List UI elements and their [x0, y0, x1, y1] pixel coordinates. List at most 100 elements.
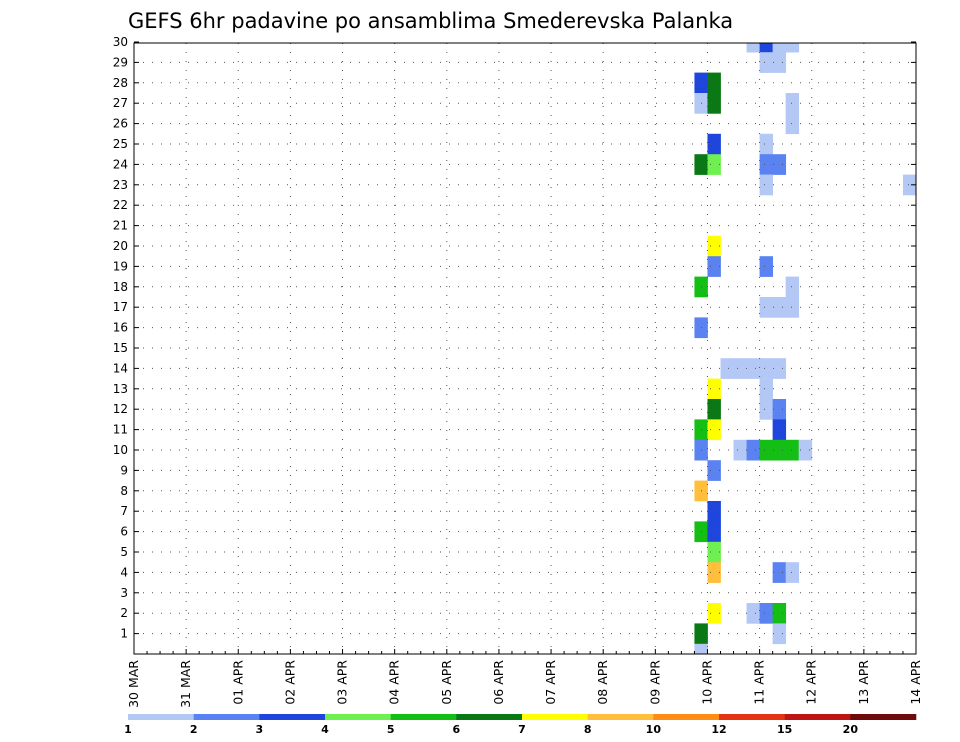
y-tick-label: 16 — [113, 321, 128, 335]
colorbar-label: 2 — [190, 723, 198, 736]
heatmap-cell — [798, 439, 813, 461]
heatmap-cell — [759, 439, 774, 461]
y-tick-label: 26 — [113, 117, 128, 131]
y-tick-label: 3 — [120, 586, 128, 600]
y-tick-label: 7 — [120, 504, 128, 518]
y-axis-ticks: 1234567891011121314151617181920212223242… — [113, 35, 916, 641]
heatmap-cell — [772, 562, 787, 583]
heatmap-cell — [720, 358, 734, 379]
heatmap-cell — [759, 297, 774, 318]
colorbar-legend: 1 2 3 4 5 6 7 8 10 12 15 20 — [124, 714, 917, 736]
heatmap-cell — [785, 276, 800, 298]
colorbar-swatch — [456, 714, 523, 720]
heatmap-cell — [707, 603, 721, 624]
heatmap-cell — [746, 43, 760, 53]
colorbar-label: 4 — [321, 723, 329, 736]
colorbar-swatch — [325, 714, 391, 720]
y-tick-label: 11 — [113, 423, 128, 437]
y-tick-label: 4 — [120, 565, 128, 579]
y-tick-label: 30 — [113, 35, 128, 49]
x-tick-label: 12 APR — [804, 660, 819, 705]
heatmap-cell — [785, 562, 800, 583]
x-tick-label: 03 APR — [335, 660, 350, 705]
colorbar-label: 1 — [124, 723, 132, 736]
heatmap-cell — [746, 358, 760, 379]
heatmap-cell — [707, 399, 721, 420]
colorbar-swatch — [719, 714, 785, 720]
colorbar-label: 12 — [711, 723, 726, 736]
colorbar-swatch — [784, 714, 851, 720]
x-tick-label: 08 APR — [595, 660, 610, 705]
x-tick-label: 13 APR — [856, 660, 871, 705]
heatmap-cell — [785, 43, 800, 53]
heatmap-cell — [733, 439, 747, 461]
heatmap-cell — [902, 174, 917, 196]
heatmap-cell — [772, 419, 787, 441]
heatmap-cell — [772, 52, 787, 73]
y-tick-label: 6 — [120, 525, 128, 539]
x-tick-label: 11 APR — [752, 660, 767, 705]
heatmap-cell — [746, 439, 760, 461]
colorbar-label: 6 — [453, 723, 461, 736]
heatmap-cell — [694, 643, 708, 655]
x-tick-label: 31 MAR — [178, 660, 193, 708]
heatmap-cell — [772, 603, 787, 624]
colorbar-label: 7 — [518, 723, 526, 736]
heatmap-cell — [772, 154, 787, 175]
y-tick-label: 2 — [120, 606, 128, 620]
heatmap-cell — [707, 460, 721, 481]
heatmap-cell — [772, 399, 787, 420]
y-tick-label: 22 — [113, 198, 128, 212]
heatmap-cell — [707, 72, 721, 94]
heatmap-cell — [759, 603, 774, 624]
heatmap-cell — [759, 52, 774, 73]
y-tick-label: 20 — [113, 239, 128, 253]
colorbar-swatch — [850, 714, 917, 720]
y-tick-label: 10 — [113, 443, 128, 457]
heatmap-cell — [707, 541, 721, 563]
x-tick-label: 04 APR — [387, 660, 402, 705]
y-tick-label: 5 — [120, 545, 128, 559]
y-tick-label: 15 — [113, 341, 128, 355]
y-tick-label: 17 — [113, 300, 128, 314]
heatmap-cell — [759, 174, 774, 196]
x-tick-label: 09 APR — [647, 660, 662, 705]
y-tick-label: 1 — [120, 627, 128, 641]
heatmap-cell — [785, 113, 800, 135]
colorbar-label: 5 — [387, 723, 395, 736]
y-tick-label: 18 — [113, 280, 128, 294]
heatmap-cell — [707, 378, 721, 400]
heatmap-cell — [772, 358, 787, 379]
x-tick-label: 02 APR — [282, 660, 297, 705]
heatmap-cell — [772, 297, 787, 318]
heatmap-cell — [785, 439, 800, 461]
x-tick-label: 06 APR — [491, 660, 506, 705]
colorbar-swatch — [390, 714, 457, 720]
heatmap-cell — [733, 358, 747, 379]
colorbar-swatch — [522, 714, 588, 720]
x-tick-label: 30 MAR — [126, 660, 141, 708]
colorbar-label: 10 — [646, 723, 662, 736]
heatmap-cell — [759, 378, 774, 400]
heatmap-cell — [746, 603, 760, 624]
heatmap-cell — [707, 154, 721, 175]
colorbar-swatch — [259, 714, 326, 720]
y-tick-label: 24 — [113, 157, 128, 171]
colorbar-label: 8 — [584, 723, 592, 736]
heatmap-cell — [759, 256, 774, 277]
colorbar-label: 20 — [843, 723, 859, 736]
heatmap-cell — [707, 562, 721, 583]
heatmap-cell — [785, 297, 800, 318]
x-tick-label: 05 APR — [439, 660, 454, 705]
y-tick-label: 14 — [113, 361, 128, 375]
x-tick-label: 07 APR — [543, 660, 558, 705]
heatmap-cell — [772, 623, 787, 645]
x-tick-label: 14 APR — [908, 660, 923, 705]
colorbar-label: 15 — [777, 723, 792, 736]
y-tick-label: 12 — [113, 402, 128, 416]
colorbar-swatch — [193, 714, 260, 720]
y-tick-label: 21 — [113, 219, 128, 233]
y-tick-label: 8 — [120, 484, 128, 498]
y-tick-label: 13 — [113, 382, 128, 396]
